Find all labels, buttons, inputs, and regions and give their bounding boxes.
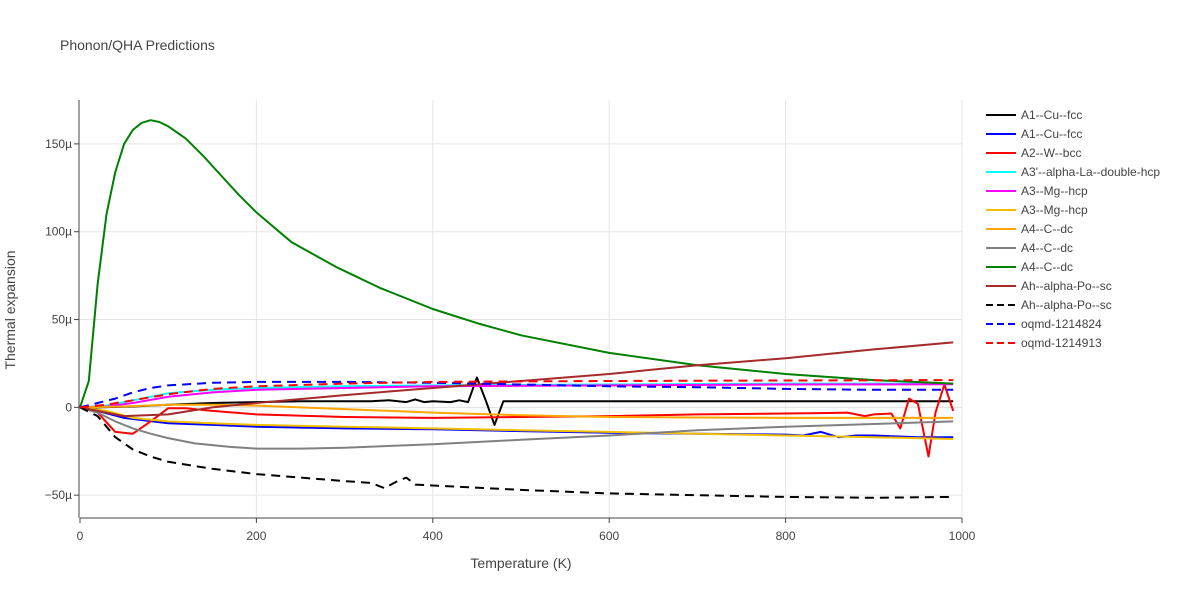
legend-label: Ah--alpha-Po--sc [1021,279,1112,293]
legend-item[interactable]: A1--Cu--fcc [986,127,1082,141]
series-line [79,406,954,499]
legend-item[interactable]: A4--C--dc [986,260,1073,274]
legend-item[interactable]: A4--C--dc [986,222,1073,236]
y-tick-label: 0 [65,400,72,414]
legend-label: A3--Mg--hcp [1021,203,1088,217]
legend-item[interactable]: A2--W--bcc [986,146,1081,160]
legend-label: Ah--alpha-Po--sc [1021,298,1112,312]
legend-item[interactable]: oqmd-1214824 [986,317,1102,331]
series-line [79,119,954,408]
y-axis-title: Thermal expansion [2,250,18,369]
series-line [80,376,954,426]
legend-item[interactable]: A3--Mg--hcp [986,203,1088,217]
y-tick-label: 100µ [45,225,72,239]
legend-label: A1--Cu--fcc [1021,127,1082,141]
legend: A1--Cu--fcc A1--Cu--fcc A2--W--bcc A3'--alp… [986,108,1160,350]
legend-label: oqmd-1214913 [1021,336,1102,350]
legend-item[interactable]: A4--C--dc [986,241,1073,255]
x-tick-label: 400 [423,529,443,543]
series-line [79,403,954,419]
chart-title: Phonon/QHA Predictions [60,37,215,53]
series-line [79,341,954,418]
plot-area [79,119,955,499]
series-line [79,383,954,409]
legend-item[interactable]: Ah--alpha-Po--sc [986,279,1112,293]
legend-item[interactable]: A1--Cu--fcc [986,108,1082,122]
y-tick-label: 50µ [52,313,72,327]
x-tick-label: 200 [246,529,266,543]
legend-item[interactable]: Ah--alpha-Po--sc [986,298,1112,312]
legend-item[interactable]: oqmd-1214913 [986,336,1102,350]
x-tick-label: 0 [77,529,84,543]
series-line [79,379,954,409]
legend-item[interactable]: A3'--alpha-La--double-hcp [986,165,1160,179]
x-axis-title: Temperature (K) [470,555,571,571]
legend-label: A4--C--dc [1021,241,1073,255]
legend-label: A4--C--dc [1021,222,1073,236]
axes: 0 200 400 600 800 1000 −50µ 0 50µ 100µ 150µ [45,100,976,543]
legend-label: oqmd-1214824 [1021,317,1102,331]
grid [80,100,963,518]
series-line [79,380,954,409]
legend-label: A1--Cu--fcc [1021,108,1082,122]
x-tick-label: 1000 [949,529,976,543]
legend-label: A4--C--dc [1021,260,1073,274]
legend-label: A3--Mg--hcp [1021,184,1088,198]
x-tick-label: 600 [599,529,619,543]
y-tick-label: 150µ [45,137,72,151]
legend-label: A3'--alpha-La--double-hcp [1021,165,1160,179]
legend-label: A2--W--bcc [1021,146,1081,160]
legend-item[interactable]: A3--Mg--hcp [986,184,1088,198]
y-tick-label: −50µ [45,488,72,502]
series-line [79,406,954,440]
x-tick-label: 800 [776,529,796,543]
series-line [79,406,954,450]
